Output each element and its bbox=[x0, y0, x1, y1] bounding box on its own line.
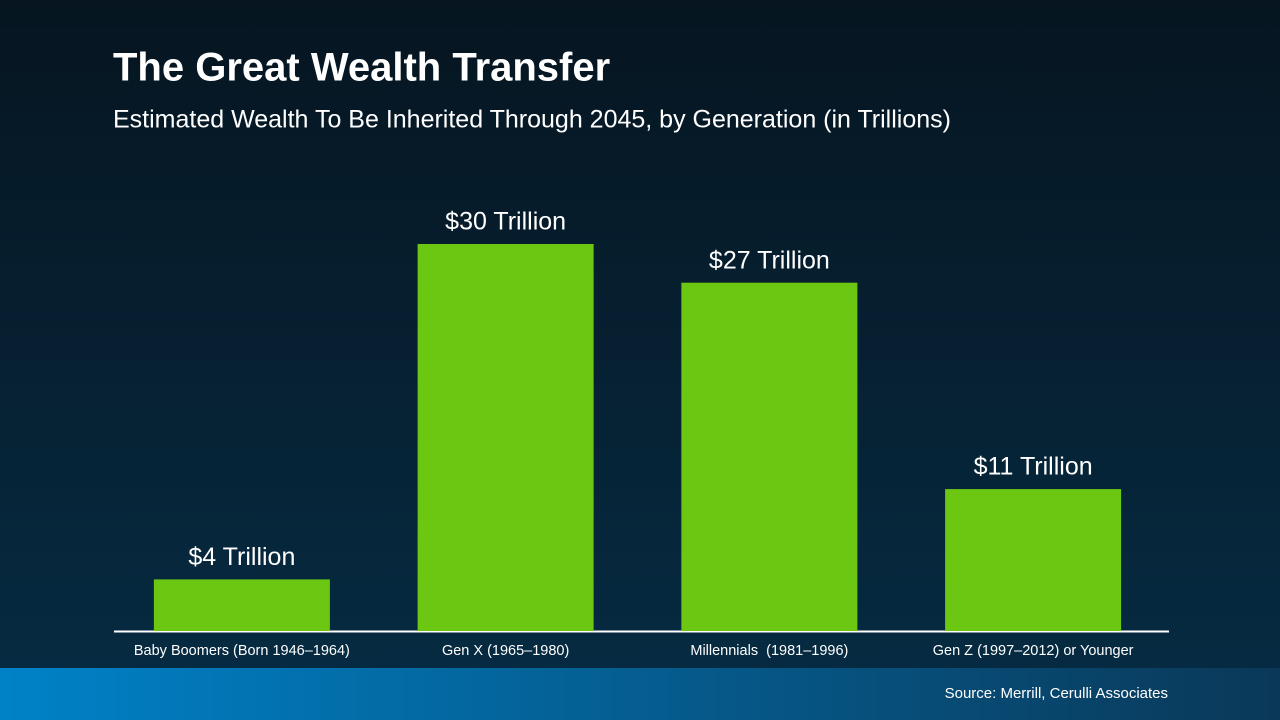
bar bbox=[153, 579, 330, 631]
bar bbox=[681, 282, 858, 631]
value-label: $11 Trillion bbox=[974, 453, 1093, 481]
source: Source: Merrill, Cerulli Associates bbox=[945, 685, 1168, 702]
value-label: $27 Trillion bbox=[709, 246, 830, 274]
x-tick-label: Gen Z (1997–2012) or Younger bbox=[933, 643, 1134, 659]
bar bbox=[945, 489, 1122, 631]
value-label: $30 Trillion bbox=[445, 208, 566, 236]
footer-band bbox=[0, 668, 1280, 720]
x-tick-label: Millennials (1981–1996) bbox=[690, 643, 848, 659]
chart-title: The Great Wealth Transfer bbox=[113, 46, 610, 90]
bar bbox=[417, 244, 594, 631]
x-tick-label: Gen X (1965–1980) bbox=[442, 643, 569, 659]
chart-subtitle: Estimated Wealth To Be Inherited Through… bbox=[113, 106, 951, 134]
value-label: $4 Trillion bbox=[188, 543, 295, 571]
x-tick-label: Baby Boomers (Born 1946–1964) bbox=[134, 643, 350, 659]
